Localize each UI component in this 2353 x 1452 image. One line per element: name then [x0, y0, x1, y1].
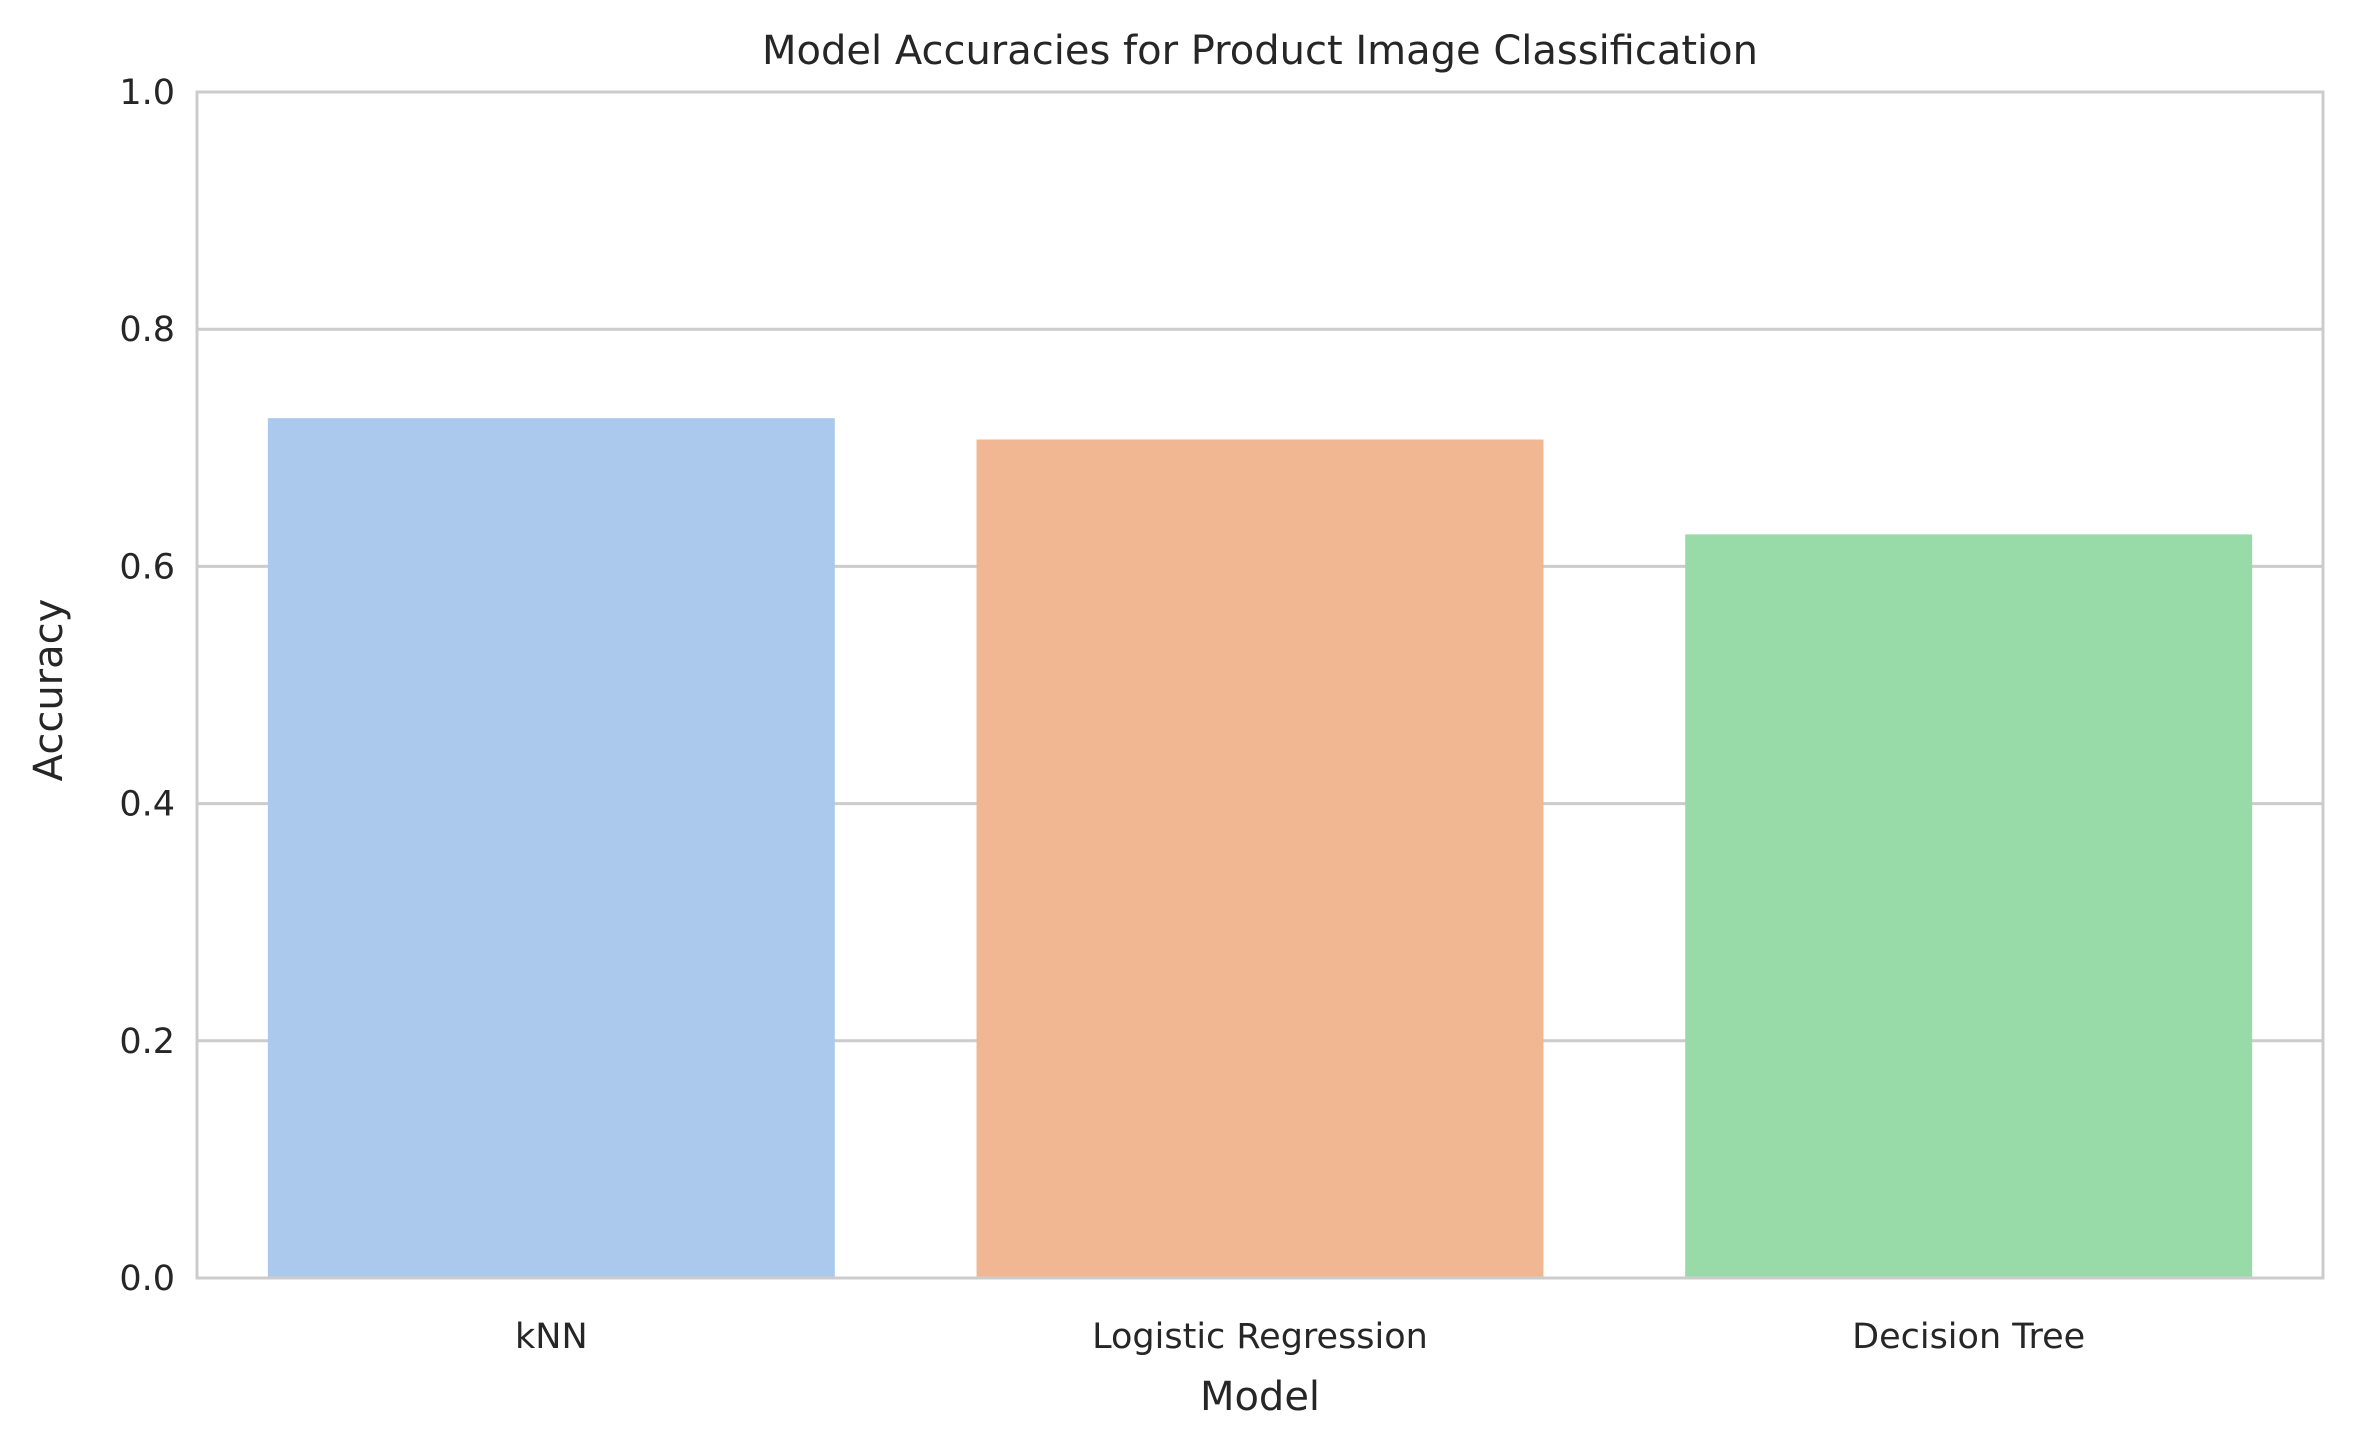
x-tick-label: Decision Tree: [1852, 1317, 2085, 1357]
bar-logistic-regression: [976, 439, 1544, 1278]
bars: [267, 418, 2253, 1278]
plot-frame: [195, 90, 2325, 1280]
bar-knn: [267, 418, 835, 1278]
y-tick-label: 0.8: [119, 310, 175, 350]
y-axis-label: Accuracy: [26, 599, 72, 782]
y-tick-label: 0.0: [119, 1259, 175, 1299]
y-tick-labels: 0.0 0.2 0.4 0.6 0.8 1.0: [119, 73, 175, 1299]
x-tick-label: Logistic Regression: [1092, 1317, 1428, 1357]
y-tick-label: 0.4: [119, 785, 175, 825]
x-tick-label: kNN: [515, 1317, 588, 1357]
bar-decision-tree: [1685, 534, 2253, 1278]
x-axis-label: Model: [1200, 1374, 1320, 1420]
y-tick-label: 0.2: [119, 1022, 175, 1062]
y-tick-label: 1.0: [119, 73, 175, 113]
chart-title: Model Accuracies for Product Image Class…: [762, 28, 1758, 74]
y-tick-label: 0.6: [119, 547, 175, 587]
x-tick-labels: kNN Logistic Regression Decision Tree: [515, 1317, 2085, 1357]
